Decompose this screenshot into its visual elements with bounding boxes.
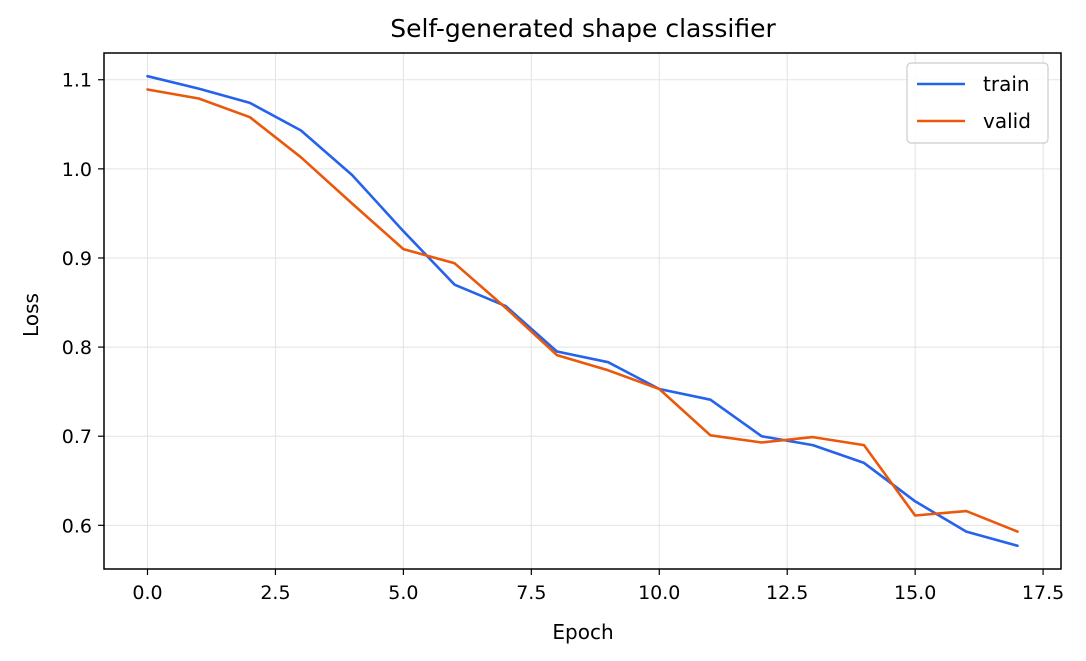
x-axis-label: Epoch — [552, 620, 613, 644]
x-axis-ticks: 0.0 2.5 5.0 7.5 10.0 12.5 15.0 17.5 — [132, 569, 1064, 604]
y-tick-label: 0.6 — [62, 515, 92, 537]
y-tick-label: 1.1 — [62, 70, 92, 92]
grid-lines — [104, 53, 1061, 569]
y-tick-label: 0.8 — [62, 337, 92, 359]
x-tick-label: 15.0 — [894, 582, 936, 604]
y-tick-label: 0.7 — [62, 426, 92, 448]
chart-title: Self-generated shape classifier — [390, 14, 776, 43]
y-axis-ticks: 0.6 0.7 0.8 0.9 1.0 1.1 — [62, 70, 104, 537]
x-tick-label: 5.0 — [388, 582, 418, 604]
y-axis-label: Loss — [19, 293, 43, 337]
series-line-valid — [146, 88, 1019, 533]
legend: train valid — [906, 62, 1049, 144]
y-tick-label: 0.9 — [62, 248, 92, 270]
series-lines — [146, 74, 1019, 548]
x-tick-label: 10.0 — [638, 582, 680, 604]
series-line-train — [146, 74, 1019, 548]
x-tick-label: 17.5 — [1022, 582, 1064, 604]
plot-frame — [103, 52, 1062, 570]
x-tick-label: 2.5 — [260, 582, 290, 604]
x-tick-label: 0.0 — [132, 582, 162, 604]
legend-label-valid: valid — [983, 109, 1031, 133]
legend-label-train: train — [983, 72, 1030, 96]
x-tick-label: 7.5 — [516, 582, 546, 604]
y-tick-label: 1.0 — [62, 159, 92, 181]
x-tick-label: 12.5 — [766, 582, 808, 604]
